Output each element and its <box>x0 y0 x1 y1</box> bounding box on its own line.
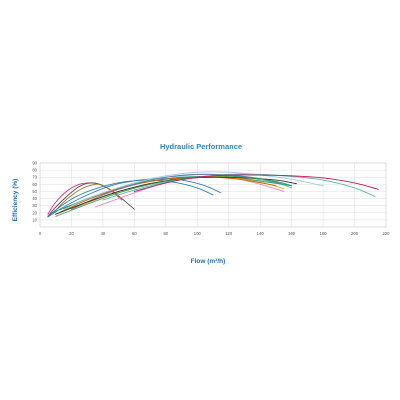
chart-title: Hydraulic Performance <box>160 142 242 151</box>
efficiency-curve-4 <box>47 179 214 217</box>
y-tick-label: 10 <box>32 217 37 222</box>
efficiency-curve-14 <box>71 171 324 207</box>
x-tick-label: 140 <box>257 231 265 236</box>
x-tick-label: 40 <box>101 231 106 236</box>
efficiency-curve-15 <box>102 173 376 201</box>
efficiency-curve-10 <box>55 176 277 215</box>
y-axis-title: Efficiency (%) <box>12 179 19 222</box>
y-tick-label: 40 <box>32 196 37 201</box>
y-tick-label: 20 <box>32 210 37 215</box>
plot-curves <box>47 171 379 218</box>
x-axis-title: Flow (m³/h) <box>191 258 226 265</box>
plot-ticks: 0 20 40 60 80 100 120 140 160 180 200 220 10 20 30 40 50… <box>32 161 390 237</box>
x-tick-label: 200 <box>351 231 359 236</box>
x-tick-label: 120 <box>225 231 233 236</box>
x-tick-label: 20 <box>69 231 74 236</box>
x-tick-label: 80 <box>163 231 168 236</box>
x-tick-label: 100 <box>194 231 202 236</box>
y-tick-label: 90 <box>32 161 37 166</box>
y-tick-label: 50 <box>32 189 37 194</box>
y-tick-label: 60 <box>32 182 37 187</box>
x-tick-label: 0 <box>39 231 42 236</box>
x-tick-label: 180 <box>320 231 328 236</box>
efficiency-curve-16 <box>133 174 379 192</box>
x-tick-label: 60 <box>132 231 137 236</box>
y-tick-label: 80 <box>32 168 37 173</box>
efficiency-curve-2 <box>47 182 135 217</box>
efficiency-curve-5 <box>47 178 222 218</box>
y-tick-label: 30 <box>32 203 37 208</box>
x-tick-label: 220 <box>383 231 391 236</box>
efficiency-curve-13 <box>55 175 293 217</box>
plot-frame <box>39 162 387 228</box>
x-tick-label: 160 <box>288 231 296 236</box>
y-tick-label: 70 <box>32 175 37 180</box>
